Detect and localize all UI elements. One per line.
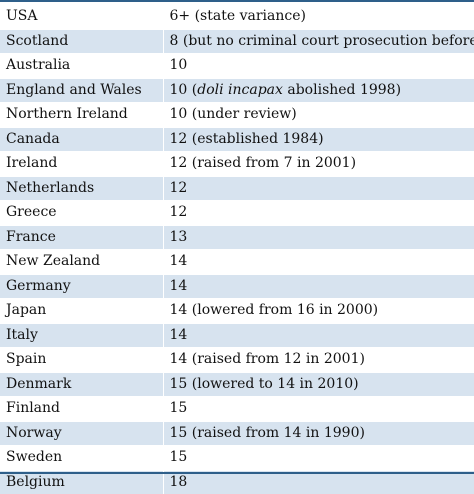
table-row: Australia 10 <box>0 53 474 78</box>
table-row: Northern Ireland 10 (under review) <box>0 102 474 127</box>
age-cell: 6+ (state variance) <box>163 4 474 29</box>
table-row: Canada 12 (established 1984) <box>0 126 474 152</box>
age-cell: 14 <box>163 322 474 348</box>
age-cell: 13 <box>163 224 474 250</box>
table-row: Denmark 15 (lowered to 14 in 2010) <box>0 371 474 397</box>
table-row: England and Wales 10 (doli incapax aboli… <box>0 77 474 103</box>
table-bottom-rule <box>0 472 474 474</box>
country-cell: Canada <box>0 126 164 152</box>
age-cell: 10 <box>163 53 474 78</box>
table-row: USA 6+ (state variance) <box>0 4 474 29</box>
age-cell: 12 (established 1984) <box>163 126 474 152</box>
age-cell: 14 (lowered from 16 in 2000) <box>163 298 474 323</box>
age-cell: 14 <box>163 273 474 299</box>
table-top-rule <box>0 0 474 2</box>
age-cell: 12 <box>163 175 474 201</box>
table-row: Sweden 15 <box>0 445 474 470</box>
age-cell: 15 (raised from 14 in 1990) <box>163 420 474 446</box>
age-cell: 10 (under review) <box>163 102 474 127</box>
country-cell: Spain <box>0 347 164 372</box>
age-cell: 15 <box>163 445 474 470</box>
age-of-criminal-responsibility-table: USA 6+ (state variance) Scotland 8 (but … <box>0 4 474 494</box>
country-cell: Netherlands <box>0 175 164 201</box>
age-cell: 12 <box>163 200 474 225</box>
table-row: Ireland 12 (raised from 7 in 2001) <box>0 151 474 176</box>
country-cell: Italy <box>0 322 164 348</box>
age-text-post: abolished 1998) <box>282 81 402 98</box>
table-row: Greece 12 <box>0 200 474 225</box>
country-cell: Denmark <box>0 371 164 397</box>
table-row: Netherlands 12 <box>0 175 474 201</box>
table-row: Scotland 8 (but no criminal court prosec… <box>0 28 474 54</box>
doli-incapax-italic: doli incapax <box>197 81 283 98</box>
age-cell: 8 (but no criminal court prosecution bef… <box>163 28 474 54</box>
age-cell: 14 <box>163 249 474 274</box>
age-text-pre: 10 ( <box>169 81 198 98</box>
country-cell: USA <box>0 4 164 29</box>
age-cell: 10 (doli incapax abolished 1998) <box>163 77 474 103</box>
age-cell: 14 (raised from 12 in 2001) <box>163 347 474 372</box>
country-cell: Japan <box>0 298 164 323</box>
table-row: Italy 14 <box>0 322 474 348</box>
country-cell: Australia <box>0 53 164 78</box>
country-cell: Scotland <box>0 28 164 54</box>
table-row: Spain 14 (raised from 12 in 2001) <box>0 347 474 372</box>
table-row: Finland 15 <box>0 396 474 421</box>
country-cell: England and Wales <box>0 77 164 103</box>
country-cell: France <box>0 224 164 250</box>
table-row: Norway 15 (raised from 14 in 1990) <box>0 420 474 446</box>
country-cell: Norway <box>0 420 164 446</box>
age-cell: 12 (raised from 7 in 2001) <box>163 151 474 176</box>
table-row: Japan 14 (lowered from 16 in 2000) <box>0 298 474 323</box>
country-cell: Northern Ireland <box>0 102 164 127</box>
table-row: France 13 <box>0 224 474 250</box>
country-cell: Ireland <box>0 151 164 176</box>
age-cell: 15 <box>163 396 474 421</box>
country-cell: Greece <box>0 200 164 225</box>
table-row: New Zealand 14 <box>0 249 474 274</box>
country-cell: Sweden <box>0 445 164 470</box>
country-cell: New Zealand <box>0 249 164 274</box>
age-cell: 15 (lowered to 14 in 2010) <box>163 371 474 397</box>
table-row: Germany 14 <box>0 273 474 299</box>
country-cell: Finland <box>0 396 164 421</box>
country-cell: Germany <box>0 273 164 299</box>
